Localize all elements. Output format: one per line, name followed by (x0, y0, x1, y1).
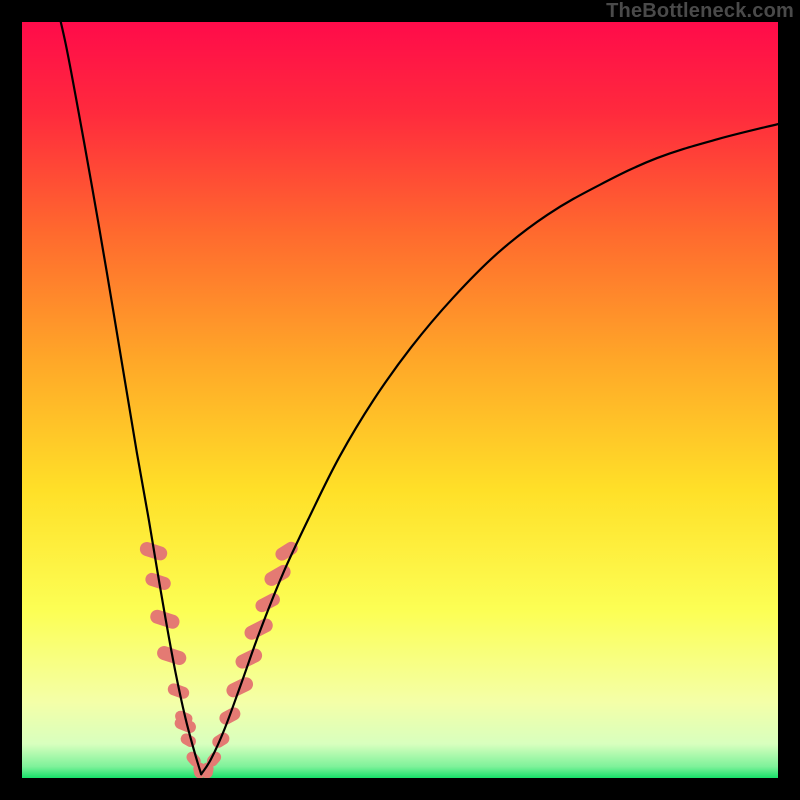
chart-frame: TheBottleneck.com (0, 0, 800, 800)
watermark-text: TheBottleneck.com (606, 0, 794, 23)
bottleneck-curve-chart (22, 22, 778, 778)
plot-area (22, 22, 778, 778)
gradient-background (22, 22, 778, 778)
